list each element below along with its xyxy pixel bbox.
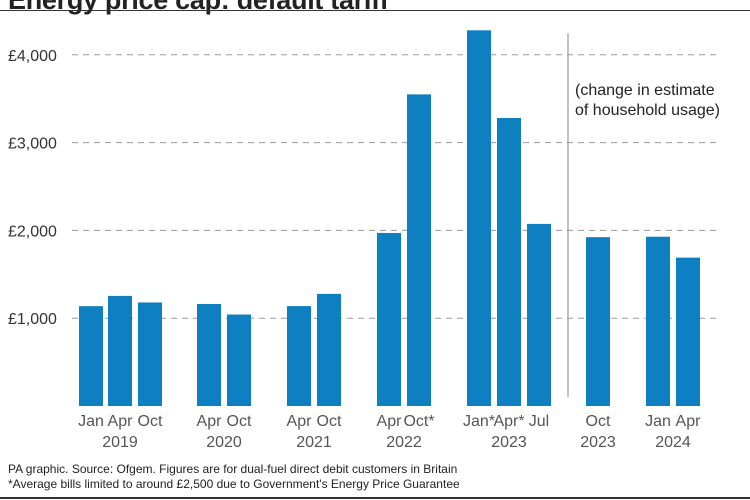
y-tick-label: £4,000 xyxy=(8,48,57,65)
footnote: *Average bills limited to around £2,500 … xyxy=(8,477,460,491)
source-note: PA graphic. Source: Ofgem. Figures are f… xyxy=(8,462,458,476)
bar xyxy=(287,306,311,406)
bar xyxy=(108,295,132,406)
x-tick-label: Oct xyxy=(317,413,342,430)
bar xyxy=(197,303,221,406)
bar xyxy=(586,237,610,406)
bar xyxy=(138,302,162,406)
x-tick-label: Jan* xyxy=(463,413,495,430)
x-tick-label: Oct xyxy=(227,413,252,430)
bars xyxy=(79,30,700,407)
x-tick-label: Apr xyxy=(377,413,403,430)
footer: PA graphic. Source: Ofgem. Figures are f… xyxy=(8,462,460,492)
y-tick-label: £3,000 xyxy=(8,136,57,153)
bar xyxy=(317,293,341,406)
x-tick-label: Jan xyxy=(78,413,104,430)
bar xyxy=(646,236,670,406)
x-tick-label: Oct* xyxy=(403,413,434,430)
x-tick-label: Jan xyxy=(645,413,671,430)
x-tick-label: Apr xyxy=(287,413,313,430)
chart-title: Energy price cap: default tariff xyxy=(8,0,389,15)
bar xyxy=(497,118,521,407)
year-label: 2024 xyxy=(655,434,691,451)
bar xyxy=(377,232,401,406)
x-tick-label: Oct xyxy=(586,413,611,430)
x-axis-labels: Jan Apr Oct Apr Oct Apr Oct Apr Oct* Jan*Apr* Jul O… xyxy=(78,413,701,451)
annotation-line-2: of household usage) xyxy=(575,102,720,119)
year-label: 2021 xyxy=(296,434,332,451)
bar xyxy=(407,94,431,406)
bar xyxy=(79,306,103,406)
bar xyxy=(227,314,251,406)
bar-chart: £1,000£2,000£3,000£4,000 Jan Apr Oct Apr Oct… xyxy=(8,30,720,451)
x-tick-label: Apr xyxy=(676,413,702,430)
y-axis-ticks: £1,000 £2,000 £3,000 £4,000 xyxy=(8,48,57,328)
bar xyxy=(527,223,551,406)
title-rule xyxy=(0,10,750,11)
year-label: 2023 xyxy=(580,434,616,451)
y-tick-label: £2,000 xyxy=(8,223,57,240)
x-tick-label: Oct xyxy=(138,413,163,430)
x-tick-label: Apr xyxy=(197,413,223,430)
y-tick-label: £1,000 xyxy=(8,311,57,328)
bottom-rule xyxy=(0,497,750,499)
year-label: 2023 xyxy=(491,434,527,451)
year-label: 2019 xyxy=(102,434,138,451)
x-tick-label: Jul xyxy=(529,413,549,430)
year-label: 2022 xyxy=(386,434,422,451)
annotation-line-1: (change in estimate xyxy=(575,82,715,99)
year-label: 2020 xyxy=(206,434,242,451)
bar xyxy=(467,30,491,406)
x-tick-label: Apr xyxy=(108,413,134,430)
x-tick-label: Apr* xyxy=(493,413,524,430)
bar xyxy=(676,257,700,406)
